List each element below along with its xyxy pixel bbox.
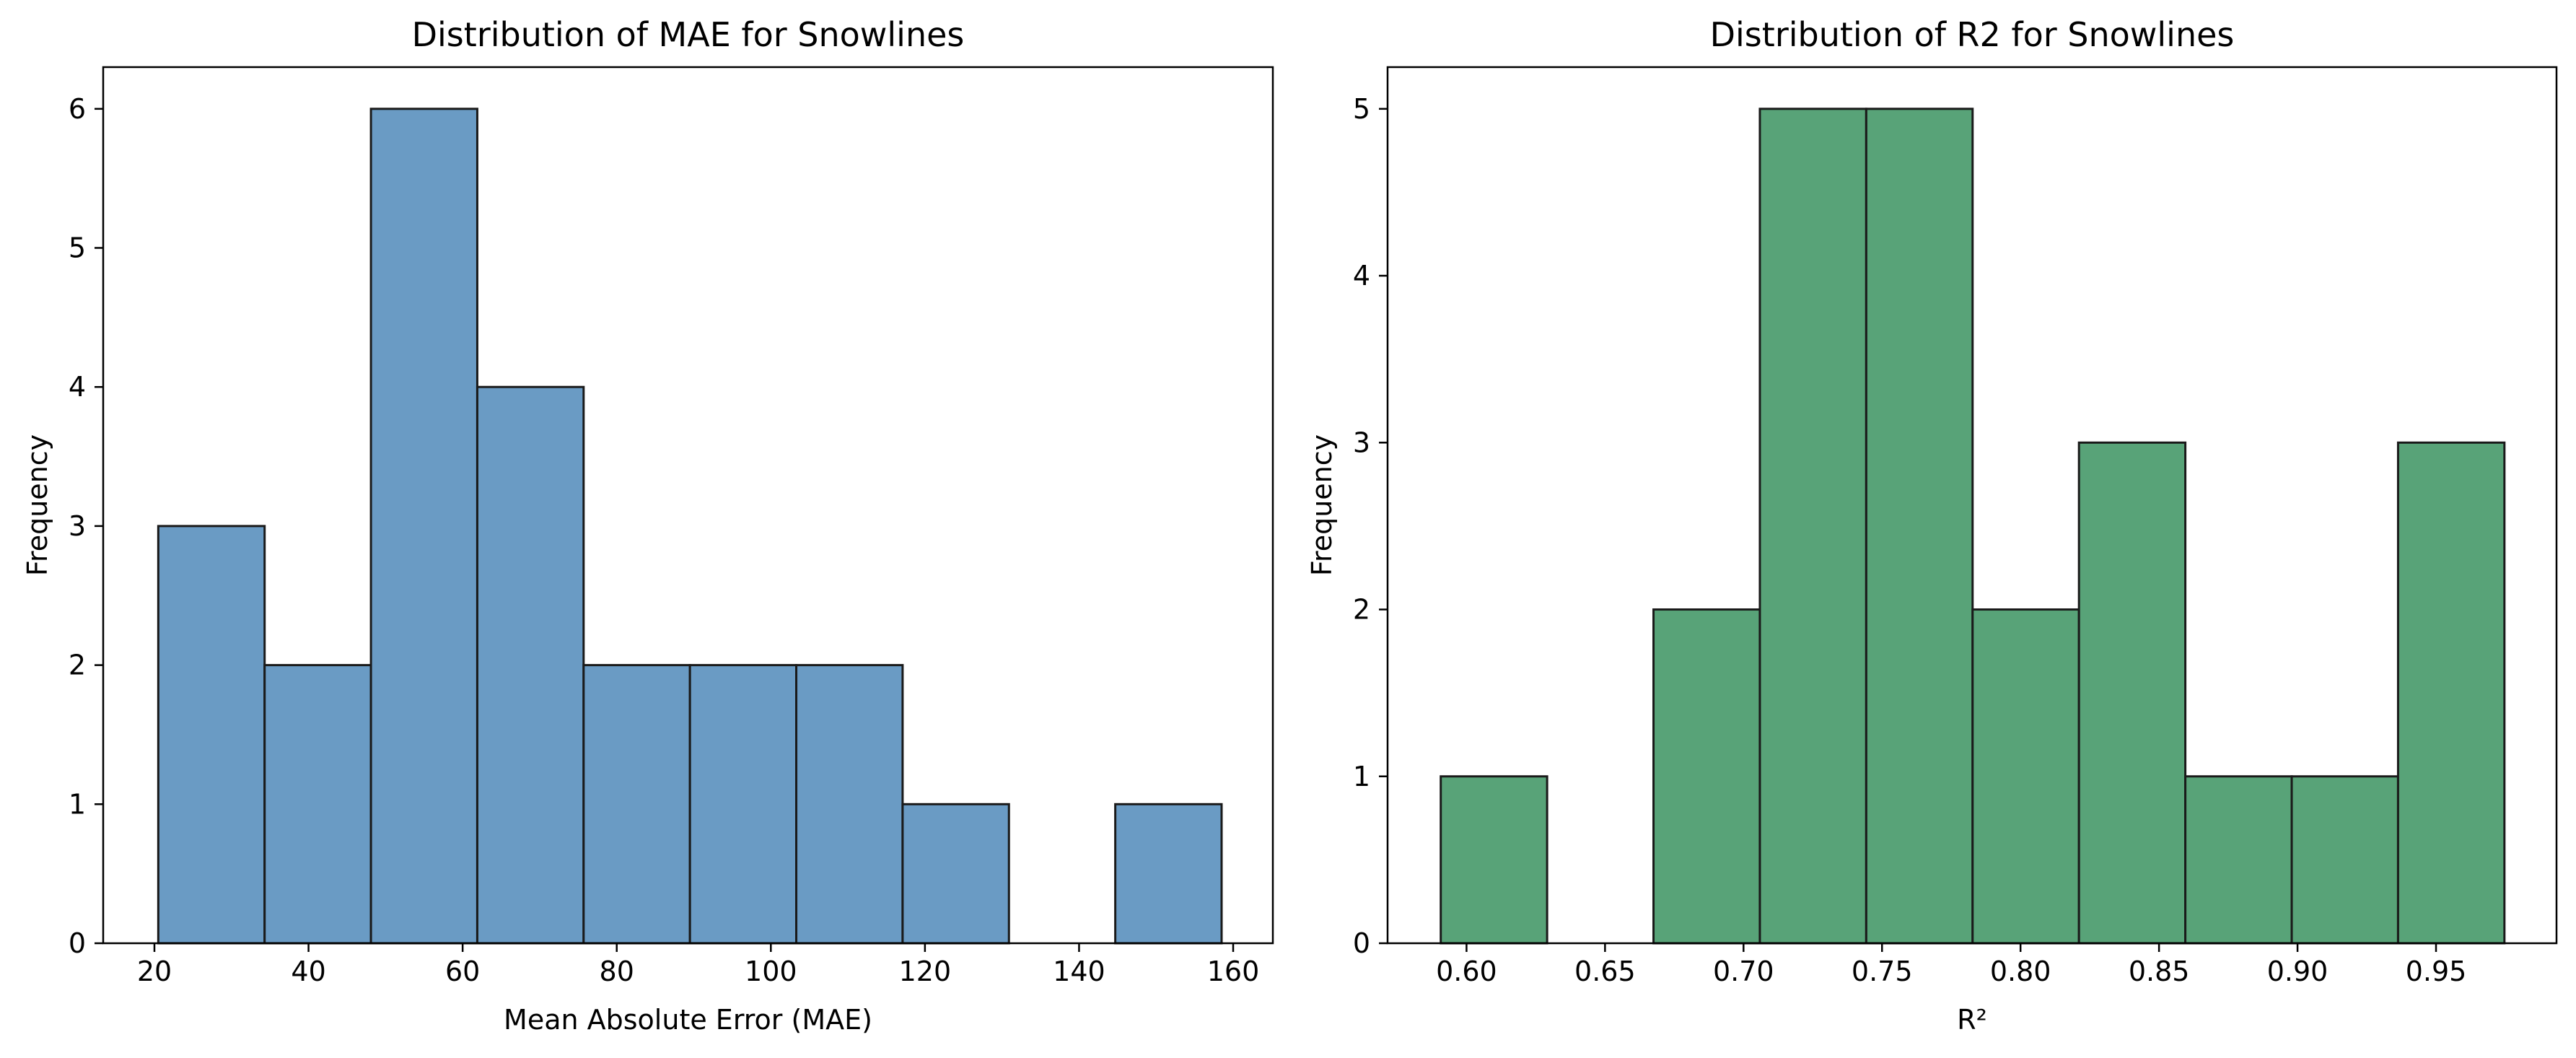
mae-y-tick-label-3: 3 xyxy=(69,510,86,542)
r2-y-tick-label-3: 3 xyxy=(1353,427,1370,458)
mae-y-tick-label-0: 0 xyxy=(69,927,86,959)
mae-bar-0 xyxy=(157,525,266,945)
mae-bar-4 xyxy=(582,664,691,945)
mae-x-tick-label-6: 140 xyxy=(1053,956,1105,987)
r2-bar-6 xyxy=(2077,441,2187,945)
mae-histogram-panel: 20 40 60 80 100 120 140 160 0 1 2 3 4 5 6 Distribution … xyxy=(22,15,1274,1036)
r2-bar-2 xyxy=(1652,608,1761,945)
mae-axes-frame xyxy=(102,66,1274,945)
r2-x-tick-label-2: 0.70 xyxy=(1713,956,1774,987)
mae-y-tick-label-1: 1 xyxy=(69,788,86,820)
r2-x-tick-label-0: 0.60 xyxy=(1436,956,1497,987)
r2-bar-8 xyxy=(2290,775,2399,945)
r2-y-tick-label-4: 4 xyxy=(1353,260,1370,292)
mae-x-tick-label-0: 20 xyxy=(137,956,172,987)
r2-y-tick-label-1: 1 xyxy=(1353,761,1370,792)
mae-x-tick-label-5: 120 xyxy=(899,956,952,987)
mae-y-tick-label-4: 4 xyxy=(69,371,86,403)
r2-bar-4 xyxy=(1865,108,1974,945)
mae-chart-title: Distribution of MAE for Snowlines xyxy=(412,15,965,54)
mae-y-tick-label-5: 5 xyxy=(69,232,86,264)
r2-bar-0 xyxy=(1440,775,1548,945)
r2-x-tick-label-7: 0.95 xyxy=(2406,956,2467,987)
r2-axes-frame xyxy=(1386,66,2558,945)
r2-y-tick-label-0: 0 xyxy=(1353,927,1370,959)
mae-bar-1 xyxy=(263,664,372,945)
r2-x-tick-label-3: 0.75 xyxy=(1852,956,1913,987)
r2-bar-3 xyxy=(1758,108,1867,945)
r2-y-axis-label: Frequency xyxy=(1306,434,1338,576)
mae-y-axis-label: Frequency xyxy=(22,434,53,576)
r2-bar-7 xyxy=(2184,775,2293,945)
mae-y-tick-label-6: 6 xyxy=(69,93,86,125)
mae-bar-5 xyxy=(688,664,798,945)
mae-bar-7 xyxy=(901,803,1010,945)
mae-x-tick-label-1: 40 xyxy=(291,956,325,987)
mae-bar-3 xyxy=(476,385,585,945)
mae-x-tick-label-7: 160 xyxy=(1207,956,1260,987)
mae-bar-2 xyxy=(369,108,478,945)
r2-bar-9 xyxy=(2396,441,2506,945)
mae-x-tick-label-3: 80 xyxy=(600,956,634,987)
mae-x-tick-label-2: 60 xyxy=(445,956,480,987)
mae-x-axis-label: Mean Absolute Error (MAE) xyxy=(504,1004,872,1036)
mae-y-tick-label-2: 2 xyxy=(69,650,86,681)
mae-bar-9 xyxy=(1114,803,1223,945)
r2-bar-5 xyxy=(1971,608,2080,945)
r2-x-tick-label-4: 0.80 xyxy=(1990,956,2051,987)
r2-y-tick-label-5: 5 xyxy=(1353,93,1370,125)
r2-x-tick-label-1: 0.65 xyxy=(1574,956,1636,987)
mae-x-tick-label-4: 100 xyxy=(745,956,797,987)
r2-x-tick-label-5: 0.85 xyxy=(2129,956,2190,987)
r2-chart-title: Distribution of R2 for Snowlines xyxy=(1710,15,2235,54)
mae-bar-6 xyxy=(795,664,904,945)
r2-y-tick-label-2: 2 xyxy=(1353,594,1370,626)
r2-x-axis-label: R² xyxy=(1957,1004,1987,1036)
r2-x-tick-label-6: 0.90 xyxy=(2267,956,2329,987)
r2-histogram-panel: 0.60 0.65 0.70 0.75 0.80 0.85 0.90 0.95 0 1 2 3 4 5 Di… xyxy=(1306,15,2558,1036)
